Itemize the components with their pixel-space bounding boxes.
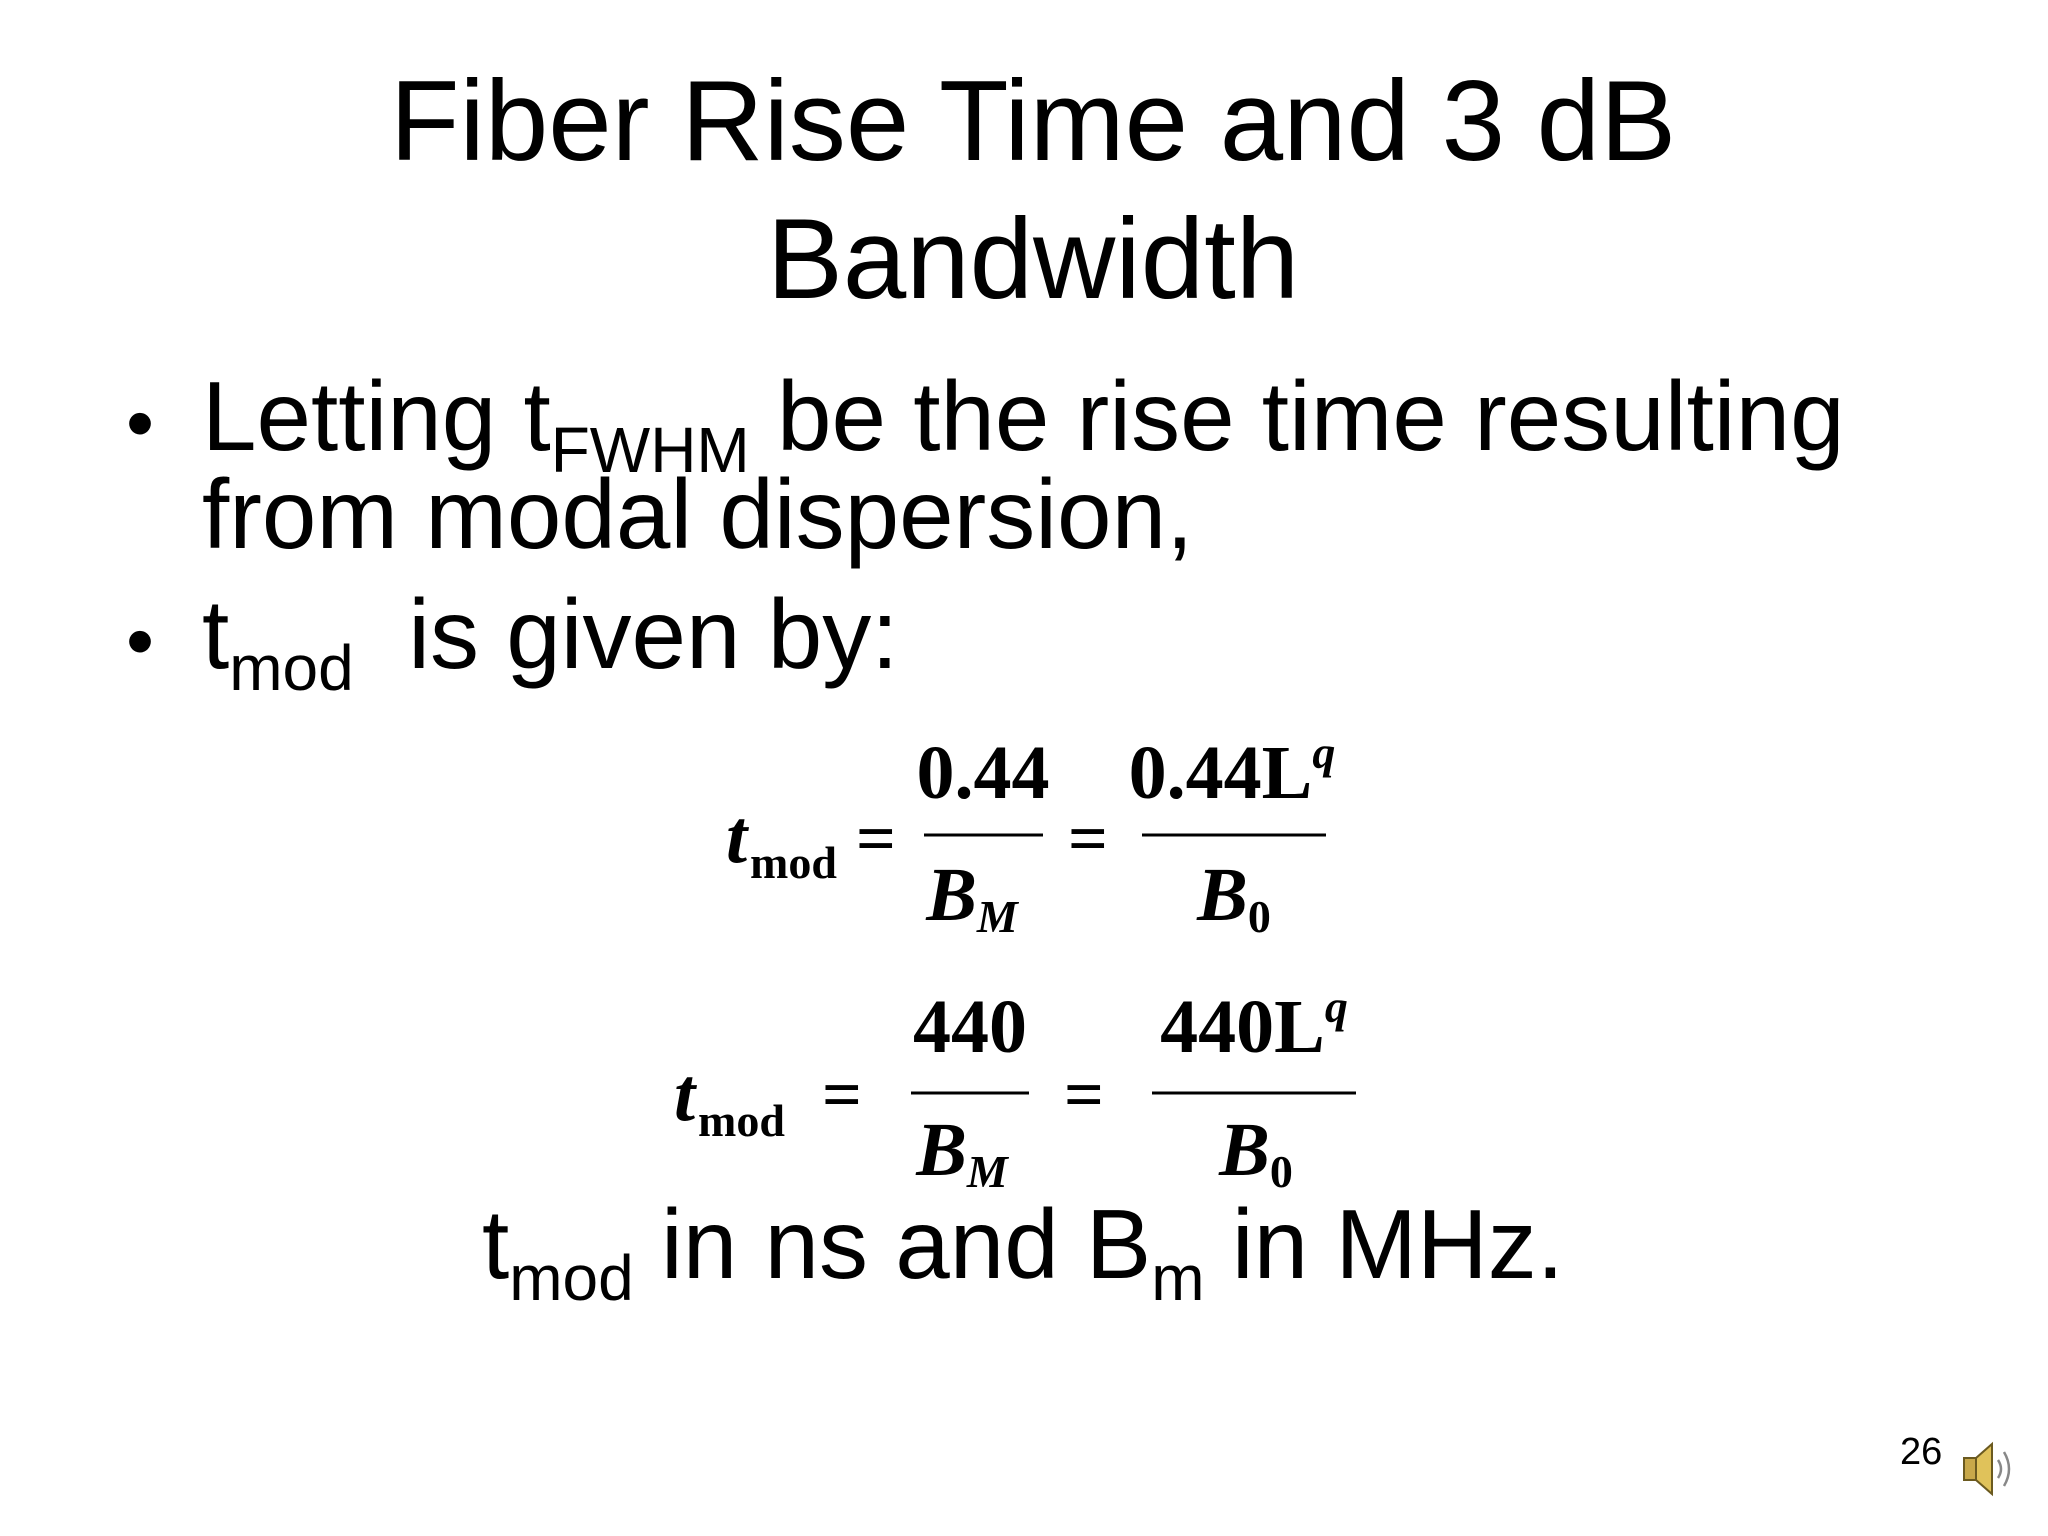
denominator-symbol: B	[915, 1108, 967, 1192]
numerator: 0.44Lq	[1129, 727, 1336, 815]
bullet-subscript: FWHM	[551, 414, 750, 486]
equation-lhs: t	[726, 795, 750, 879]
bullet-text: Letting tFWHM be the rise time resulting	[202, 361, 1845, 486]
denominator: B0	[1218, 1108, 1293, 1197]
bullet-text-part: is given by:	[354, 579, 899, 689]
speaker-body	[1963, 1457, 1977, 1481]
denominator-symbol: B	[1196, 853, 1248, 937]
numerator: 440	[913, 985, 1027, 1069]
numerator-superscript: q	[1312, 727, 1335, 778]
page-number: 26	[1900, 1431, 1942, 1473]
numerator-text: 440L	[1160, 985, 1325, 1069]
numerator-superscript: q	[1325, 981, 1348, 1032]
equation: t mod = 440 BM = 440Lq B0	[674, 981, 1356, 1197]
units-note-part: in ns and B	[634, 1189, 1152, 1299]
bullet-text-part: Letting t	[202, 361, 551, 471]
bullet-text-part: be the rise time resulting	[750, 361, 1845, 471]
denominator-symbol: B	[925, 853, 977, 937]
bullet-text: tmod is given by:	[202, 579, 898, 704]
audio-icon[interactable]	[1963, 1441, 2011, 1497]
numerator-text: 0.44L	[1129, 731, 1313, 815]
bullet-text: from modal dispersion,	[202, 459, 1193, 569]
bullet-marker: •	[126, 378, 154, 467]
denominator-subscript: 0	[1270, 1146, 1293, 1197]
units-note: tmod in ns and Bm in MHz.	[482, 1189, 1564, 1314]
numerator: 440Lq	[1160, 981, 1348, 1069]
equals-sign: =	[1068, 801, 1108, 878]
denominator: BM	[915, 1108, 1010, 1197]
denominator-subscript: M	[976, 891, 1020, 942]
sound-wave	[1996, 1459, 2003, 1479]
title-line: Fiber Rise Time and 3 dB	[390, 58, 1676, 185]
title-line: Bandwidth	[767, 196, 1299, 323]
denominator-subscript: 0	[1248, 891, 1271, 942]
sound-wave	[2002, 1451, 2011, 1487]
units-note-part: in MHz.	[1205, 1189, 1564, 1299]
equation-lhs-subscript: mod	[750, 837, 837, 888]
equation: t mod = 0.44 BM = 0.44Lq B0	[726, 727, 1335, 942]
equation-lhs-subscript: mod	[698, 1095, 785, 1146]
denominator: B0	[1196, 853, 1271, 942]
bullet-marker: •	[126, 596, 154, 685]
equation-lhs: t	[674, 1053, 698, 1137]
units-note-subscript: m	[1151, 1242, 1204, 1314]
denominator-subscript: M	[966, 1146, 1010, 1197]
numerator: 0.44	[917, 731, 1050, 815]
units-note-part: t	[482, 1189, 509, 1299]
bullet-text-part: t	[202, 579, 229, 689]
speaker-cone	[1975, 1441, 1993, 1497]
equals-sign: =	[1064, 1057, 1104, 1134]
bullet-subscript: mod	[229, 632, 354, 704]
units-note-subscript: mod	[509, 1242, 634, 1314]
denominator-symbol: B	[1218, 1108, 1270, 1192]
denominator: BM	[925, 853, 1020, 942]
equals-sign: =	[856, 801, 896, 878]
equals-sign: =	[822, 1057, 862, 1134]
